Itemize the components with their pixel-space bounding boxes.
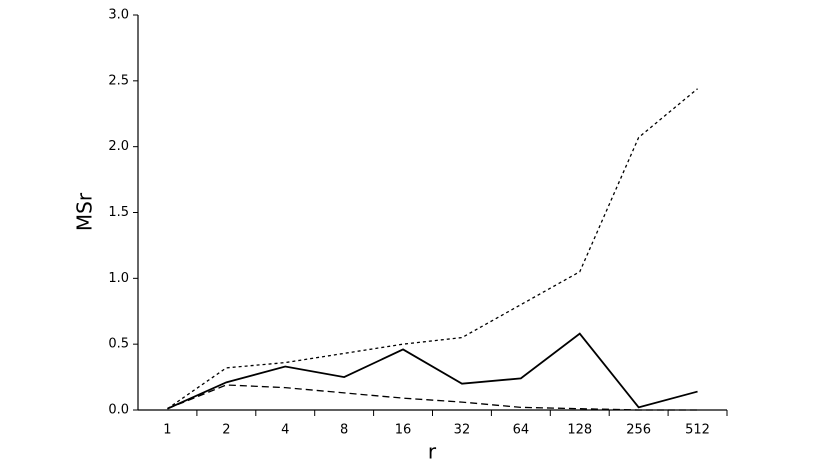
y-tick-label: 0.5: [108, 337, 129, 352]
y-axis-title: MSr: [73, 192, 97, 231]
x-tick-label: 8: [340, 423, 348, 438]
x-tick-label: 128: [567, 423, 592, 438]
series-line: [167, 384, 698, 411]
y-tick-label: 1.5: [108, 205, 129, 220]
x-axis-title: r: [428, 440, 437, 464]
x-tick-label: 512: [685, 423, 710, 438]
series-line: [167, 88, 698, 410]
y-tick-label: 2.0: [108, 139, 129, 154]
y-tick-label: 3.0: [108, 8, 129, 23]
x-tick-label: 4: [281, 423, 289, 438]
x-tick-label: 1: [163, 423, 171, 438]
y-tick-label: 1.0: [108, 271, 129, 286]
x-tick-label: 32: [454, 423, 471, 438]
y-tick-label: 0.0: [108, 403, 129, 418]
series-line: [167, 332, 698, 410]
y-tick-label: 2.5: [108, 73, 129, 88]
x-tick-label: 64: [513, 423, 530, 438]
x-tick-label: 16: [395, 423, 412, 438]
x-tick-label: 256: [626, 423, 651, 438]
x-tick-label: 2: [222, 423, 230, 438]
